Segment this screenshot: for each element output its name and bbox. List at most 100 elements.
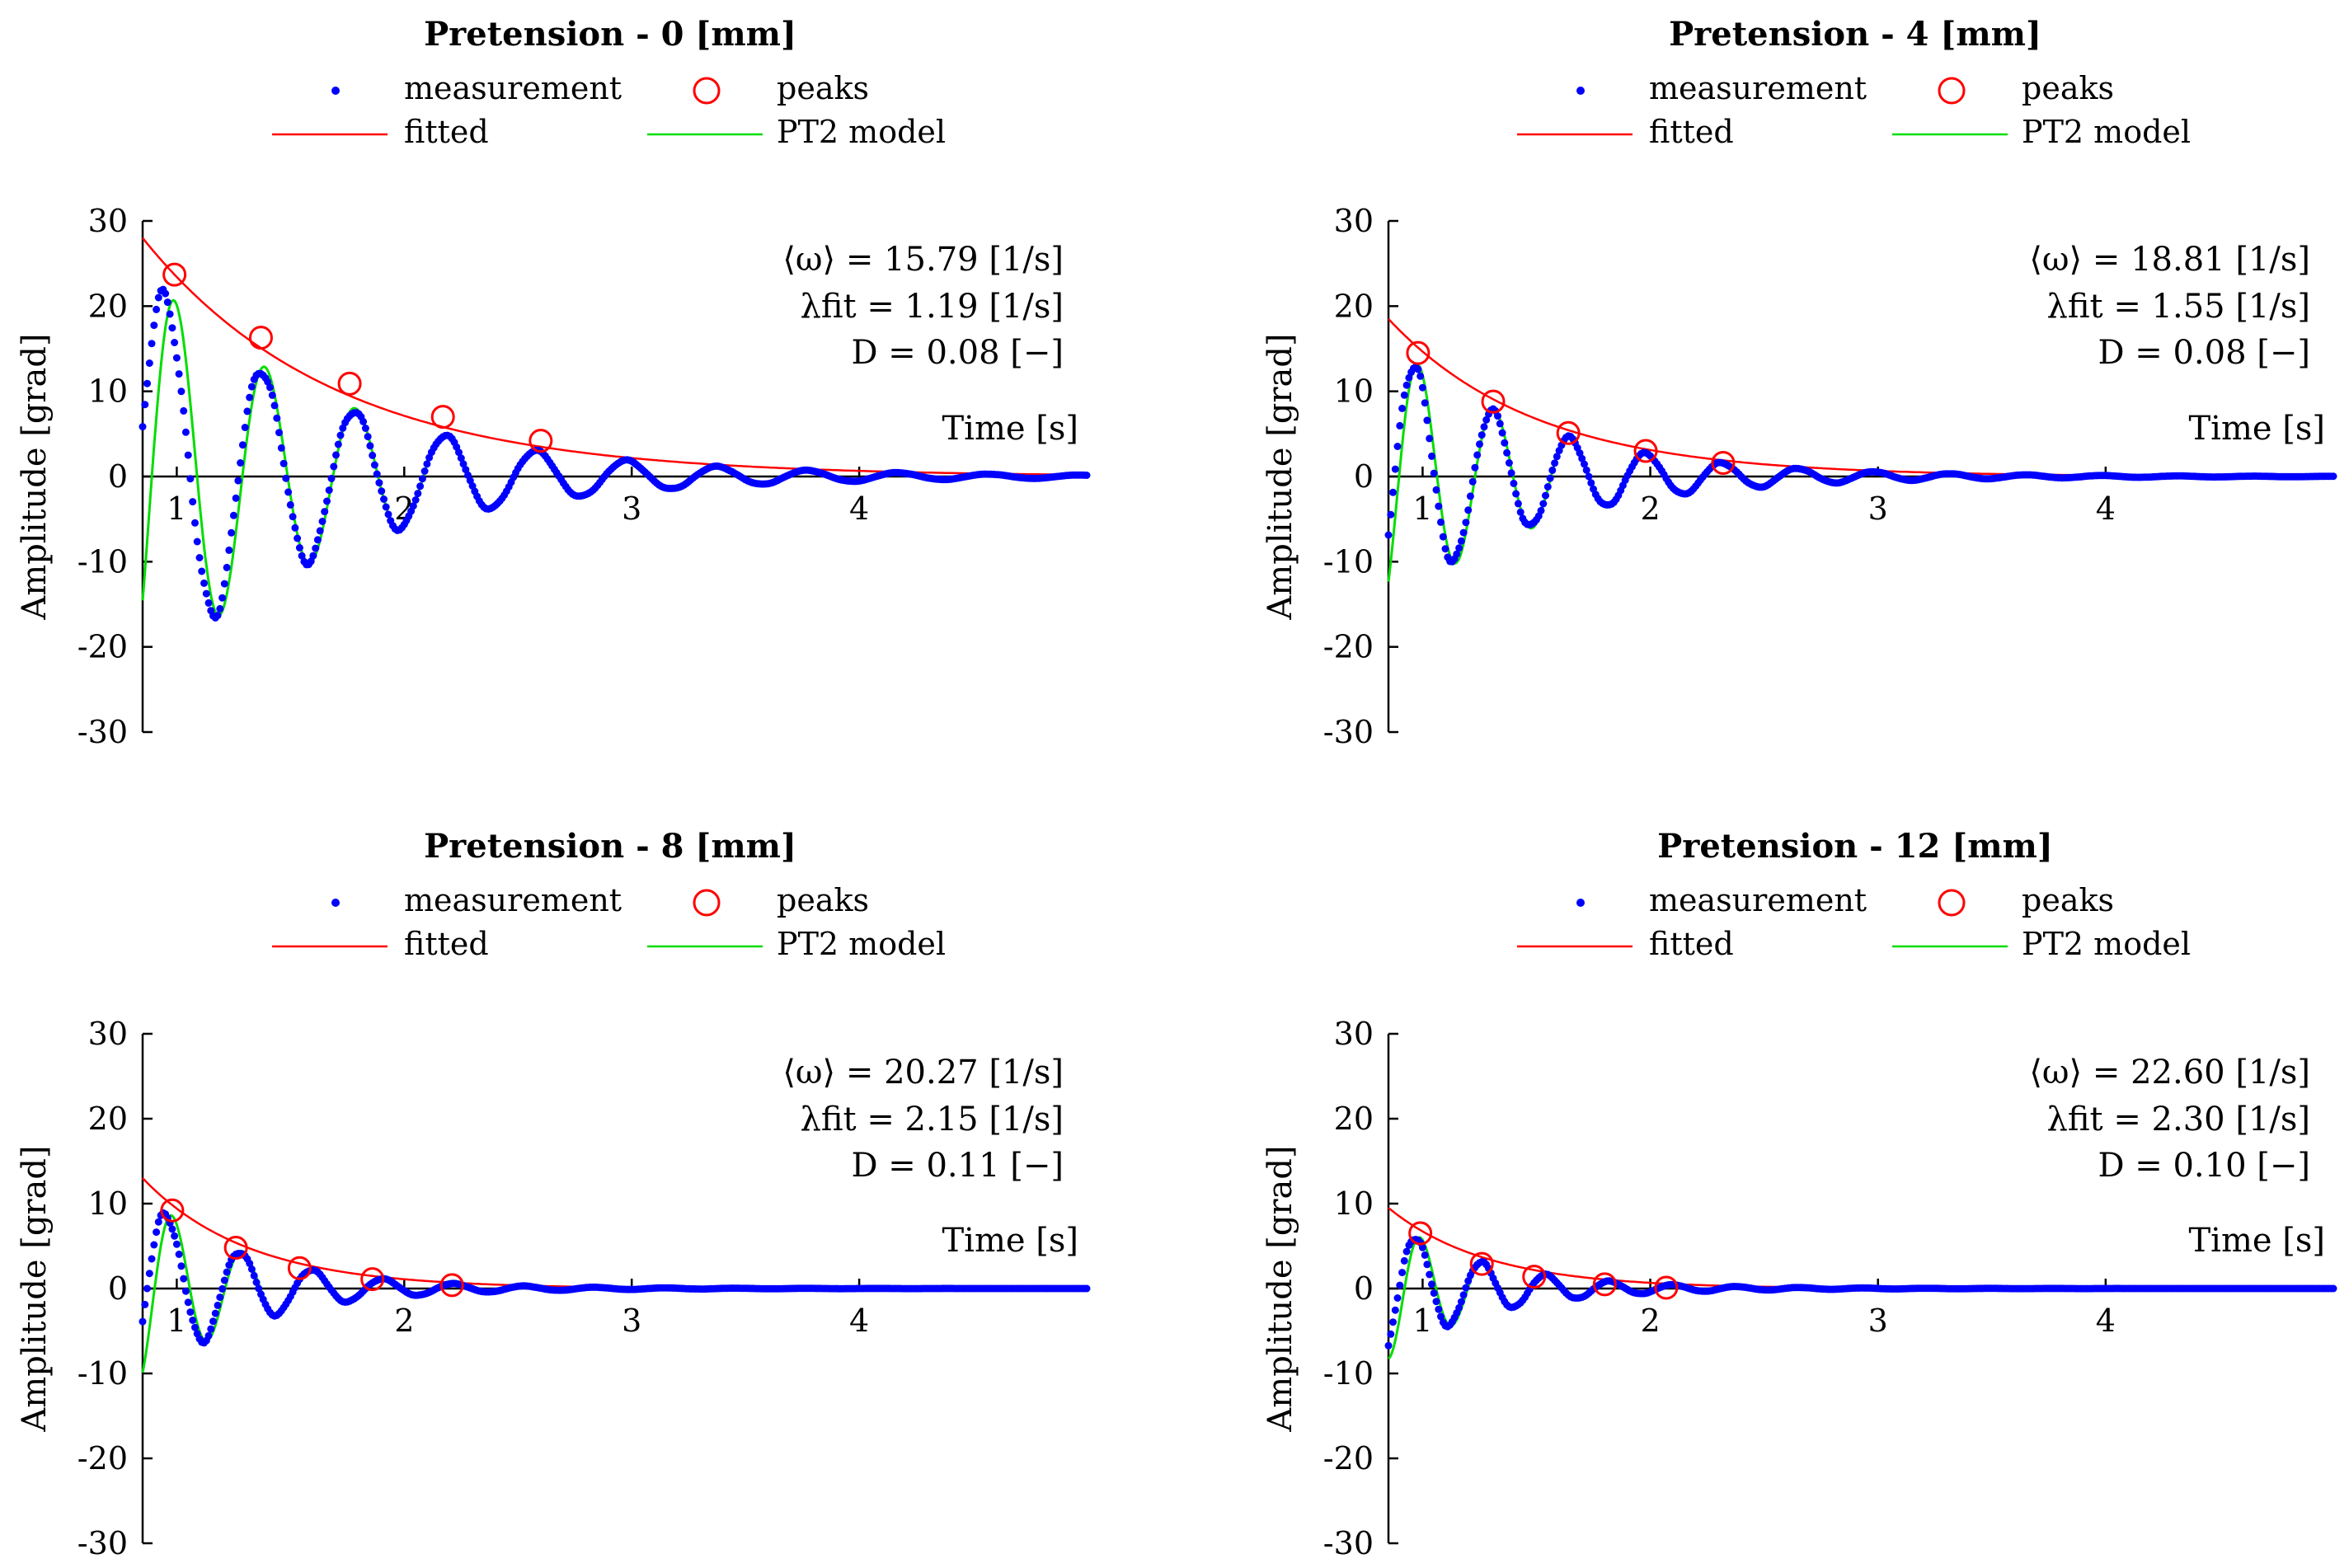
measurement-point [1453,550,1461,558]
measurement-point [220,1276,228,1284]
measurement-point [175,1251,183,1258]
measurement-point [291,523,299,532]
measurement-point [162,289,170,298]
x-tick-label: 4 [2096,1303,2116,1339]
parameter-annotations: ⟨ω⟩ = 15.79 [1/s] λfit = 1.19 [1/s] D = 0.… [782,241,1064,372]
chart-legend: measurement peaks fitted PT2 model [272,882,946,962]
peak-marker [248,326,273,350]
legend-fitted-label: fitted [404,926,489,962]
measurement-point [375,479,383,487]
peak-marker [1592,1272,1617,1297]
y-axis-label: Amplitude [grad] [16,1145,54,1432]
measurement-point [171,1232,179,1240]
measurement-point [370,461,378,469]
measurement-point [1398,1269,1407,1277]
measurement-point [1387,1330,1395,1338]
x-tick-label: 2 [1640,491,1660,527]
measurement-point [264,378,272,386]
measurement-point [200,579,208,587]
measurement-point [1418,1243,1426,1251]
measurement-point [220,580,228,588]
measurement-point [309,552,317,560]
measurement-point [334,440,342,448]
measurement-point [327,474,336,482]
legend-peaks-label: peaks [777,70,869,106]
measurement-point [1432,1298,1440,1306]
peak-marker [162,262,187,287]
y-tick-label: -10 [78,1355,128,1392]
damping-annotation: D = 0.11 [−] [851,1147,1064,1185]
measurement-point [1083,472,1091,479]
y-tick-label: -30 [78,714,128,750]
measurement-point [295,544,303,552]
measurement-point [1543,483,1552,491]
peak-marker [1654,1275,1679,1300]
measurement-point [1553,453,1561,461]
measurement-point [284,488,293,496]
measurement-point [1387,510,1395,519]
measurement-point [323,497,331,505]
y-tick-label: 0 [108,1270,128,1307]
measurement-point [250,1271,258,1279]
measurement-point [289,513,297,521]
legend-measurement-marker [331,87,340,95]
measurement-point [186,1308,195,1317]
measurement-point [1587,479,1595,487]
measurement-point [1503,448,1511,457]
peak-marker [360,1267,385,1292]
measurement-point [246,1260,254,1267]
legend-fitted-label: fitted [404,114,489,150]
measurement-point [409,502,417,510]
x-tick-label: 4 [2096,491,2116,527]
measurement-point [202,589,210,598]
legend-measurement-marker [1576,899,1585,907]
legend-model-label: PT2 model [2022,926,2191,962]
x-tick-label: 2 [1640,1303,1660,1339]
y-tick-label: 20 [88,288,128,324]
lambda-annotation: λfit = 1.19 [1/s] [801,288,1064,326]
peak-marker [160,1198,185,1223]
measurement-point [186,475,195,483]
measurement-point [204,1331,213,1340]
lambda-annotation: λfit = 2.15 [1/s] [801,1101,1064,1138]
measurement-point [247,1265,256,1273]
measurement-point [150,322,158,330]
measurement-point [193,538,201,546]
measurement-point [214,1301,222,1309]
measurement-point [294,534,302,542]
measurement-point [273,414,281,422]
y-tick-label: -20 [1323,1440,1374,1476]
measurement-point [172,1240,181,1248]
measurement-point [1498,429,1506,437]
measurement-point [282,474,290,482]
measurement-point [1393,443,1402,450]
measurement-point [1437,1312,1445,1321]
measurement-point [1435,502,1443,510]
x-axis-label: Time [s] [942,1222,1078,1260]
measurement-point [384,510,392,519]
measurement-point [325,486,333,495]
peak-marker [1556,420,1581,445]
measurement-series [1384,363,2337,566]
measurement-point [1384,1341,1393,1350]
y-tick-label: 0 [1354,1270,1374,1307]
chart-panel-2: Pretension - 8 [mm] measurement peaks fitte… [16,827,1091,1561]
legend-peaks-marker [693,889,721,917]
x-tick-label: 1 [1412,1303,1432,1339]
measurement-point [459,460,467,468]
measurement-point [148,1255,156,1263]
measurement-point [255,1284,263,1293]
y-axis-label: Amplitude [grad] [1261,333,1299,620]
measurement-point [420,467,429,475]
legend-model-label: PT2 model [777,114,946,150]
measurement-point [1505,459,1513,467]
peak-marker [430,405,455,430]
measurement-point [139,1317,147,1326]
y-tick-label: -10 [1323,543,1374,580]
measurement-point [246,393,254,401]
measurement-point [180,1275,188,1283]
measurement-point [1421,1251,1429,1259]
y-axis-label: Amplitude [grad] [1261,1145,1299,1432]
y-tick-label: -30 [1323,1525,1374,1561]
measurement-series [139,1209,1091,1347]
